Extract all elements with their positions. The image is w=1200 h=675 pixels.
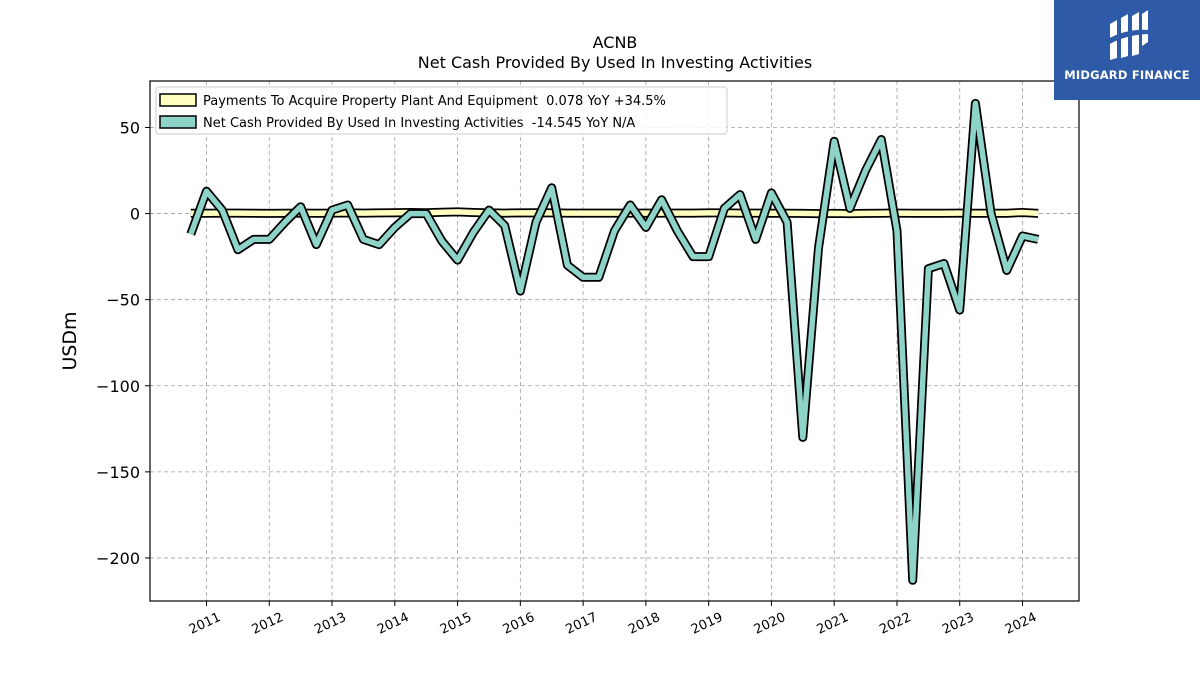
x-tick-label: 2019	[689, 610, 725, 638]
series-line-ppe-fill	[190, 209, 1039, 217]
y-tick-label: 0	[130, 205, 140, 224]
x-tick-label: 2023	[940, 610, 976, 638]
x-tick-label: 2020	[752, 610, 788, 638]
series-line-net-cash	[186, 98, 1040, 585]
brand-logo: MIDGARD FINANCE	[1054, 0, 1200, 100]
x-tick-label: 2015	[438, 610, 474, 638]
legend-label-net-cash: Net Cash Provided By Used In Investing A…	[203, 116, 635, 131]
x-tick-label: 2024	[1003, 610, 1039, 638]
chart-title: ACNB	[593, 33, 638, 52]
y-tick-label: −150	[96, 463, 140, 482]
x-tick-label: 2016	[501, 610, 537, 638]
brand-logo-icon	[1106, 10, 1150, 60]
chart-subtitle: Net Cash Provided By Used In Investing A…	[418, 53, 812, 72]
gridlines	[150, 81, 1079, 601]
series-layer	[186, 98, 1040, 585]
series-line-ppe	[190, 207, 1039, 219]
y-axis-ticks: 50 0 −50 −100 −150 −200	[96, 118, 150, 568]
y-tick-label: −100	[96, 377, 140, 396]
x-tick-label: 2011	[187, 610, 223, 638]
series-line-net-cash-fill	[188, 100, 1039, 584]
brand-name: MIDGARD FINANCE	[1064, 68, 1190, 82]
x-tick-label: 2018	[626, 610, 662, 638]
x-tick-label: 2014	[375, 610, 411, 638]
legend-swatch-net-cash	[159, 115, 197, 129]
x-tick-label: 2017	[563, 610, 599, 638]
y-axis-label: USDm	[59, 311, 81, 370]
y-tick-label: −50	[106, 291, 140, 310]
x-tick-label: 2013	[312, 610, 348, 638]
legend-label-ppe: Payments To Acquire Property Plant And E…	[203, 94, 666, 109]
x-axis-ticks: 2011 2012 2013 2014 2015 2016 2017 2018 2019 2020…	[187, 601, 1039, 638]
x-tick-label: 2022	[877, 610, 913, 638]
legend-swatch-ppe	[159, 93, 197, 107]
y-tick-label: 50	[120, 118, 140, 137]
y-tick-label: −200	[96, 549, 140, 568]
plot-frame	[149, 80, 1080, 602]
legend-box	[155, 86, 728, 135]
legend: Payments To Acquire Property Plant And E…	[155, 86, 728, 135]
x-tick-label: 2012	[250, 610, 286, 638]
x-tick-label: 2021	[815, 610, 851, 638]
